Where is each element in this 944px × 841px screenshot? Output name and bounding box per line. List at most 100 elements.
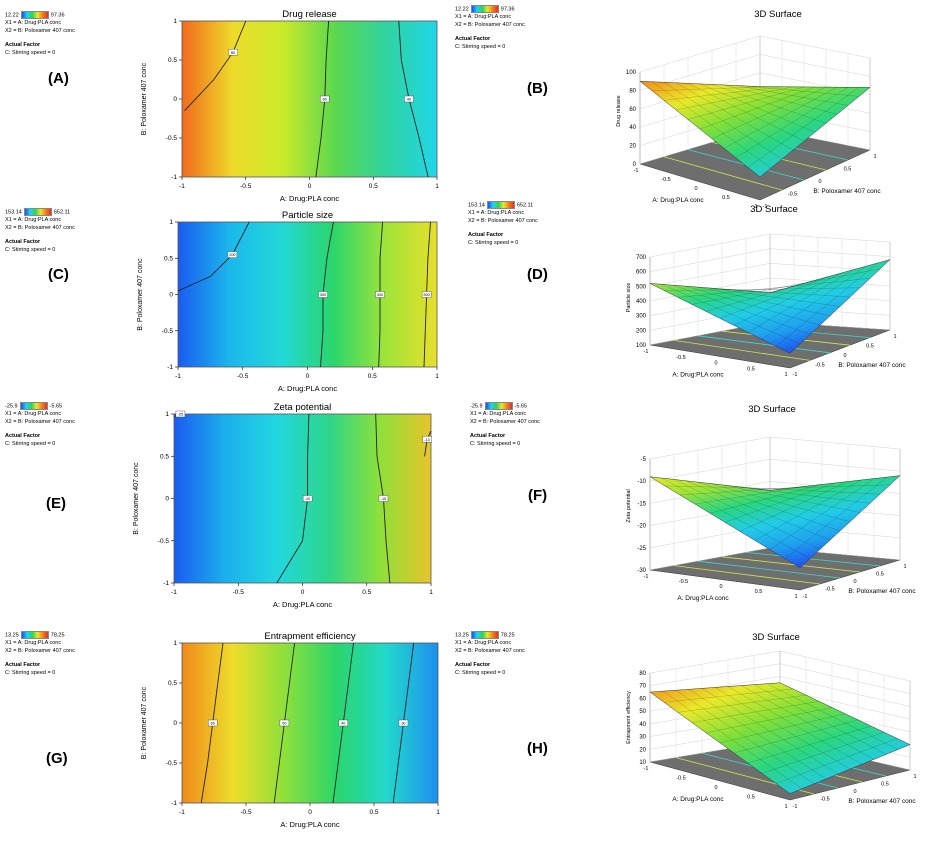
x-tick-label: 0 — [714, 361, 717, 367]
legend-a: 12.22 97.36 X1 = A: Drug:PLA conc X2 = B:… — [5, 11, 75, 57]
chart-title: 3D Surface — [752, 632, 800, 643]
x-tick-label: 1 — [784, 804, 787, 810]
surface-mesh — [663, 289, 783, 291]
surface-mesh — [745, 487, 881, 495]
surface-mesh — [701, 688, 839, 775]
panel-label-h: (H) — [527, 740, 548, 757]
legend-stirring: C: Stirring speed = 0 — [5, 441, 56, 448]
floor-contour — [673, 565, 821, 585]
x-tick-label: 0.5 — [368, 373, 377, 380]
surface-mesh — [685, 286, 821, 326]
legend-e: -25.9 -5.65 X1 = A: Drug:PLA conc X2 = B:… — [5, 402, 75, 448]
z-tick-label: 10 — [639, 760, 646, 766]
panel-label-d: (D) — [527, 266, 548, 283]
y-tick-label: -1 — [171, 800, 177, 807]
contour-label: 60 — [323, 98, 327, 102]
y-tick-label: 0.5 — [876, 572, 884, 578]
z-gridline — [639, 54, 871, 91]
legend-colorbar — [486, 201, 515, 209]
legend-min: 12.22 — [455, 6, 469, 13]
surface-mesh — [733, 719, 859, 754]
y-axis-label: B: Poloxamer 407 conc — [848, 588, 916, 595]
z-tick-label: 50 — [639, 709, 646, 715]
contour-label: 200 — [229, 253, 235, 257]
x-tick-label: -1 — [179, 183, 185, 190]
floor-contour — [697, 560, 841, 579]
surface-mesh — [747, 85, 860, 97]
legend-actual-factor: Actual Factor — [455, 36, 491, 43]
z-axis-label: Drug release — [616, 95, 622, 127]
legend-c: 153.14 652.11 X1 = A: Drug:PLA conc X2 = … — [5, 208, 75, 254]
x-axis-label: A: Drug:PLA conc — [652, 197, 704, 204]
y-tick-label: -1 — [167, 364, 173, 371]
contour-label-box — [421, 291, 432, 298]
legend-x1: X1 = A: Drug:PLA conc — [455, 640, 512, 647]
y-tick-label: -1 — [793, 372, 798, 378]
legend-actual-factor: Actual Factor — [5, 433, 41, 440]
z-gridline — [649, 663, 911, 694]
surface-mesh — [651, 81, 772, 169]
x-tick-label: -0.5 — [676, 776, 685, 782]
panel-label-c: (C) — [48, 266, 69, 283]
x-tick-label: 1 — [435, 183, 439, 190]
surface-mesh — [739, 481, 849, 532]
y-tick-label: 0 — [165, 496, 169, 503]
floor-contour — [745, 552, 881, 567]
y-tick-label: -0.5 — [166, 135, 178, 142]
surface-mesh — [651, 86, 772, 91]
surface-mesh — [709, 287, 841, 307]
x-tick-label: 1 — [784, 372, 787, 378]
y-tick-label: -0.5 — [158, 538, 170, 545]
legend-stirring: C: Stirring speed = 0 — [470, 441, 521, 448]
x-tick-label: -1 — [179, 809, 185, 816]
contour-label: 50 — [282, 722, 286, 726]
z-tick-label: 700 — [636, 255, 647, 261]
surface-mesh — [691, 282, 807, 305]
legend-colorbar — [23, 208, 52, 216]
contour-label-box — [175, 410, 186, 418]
legend-b: 12.22 97.36 X1 = A: Drug:PLA conc X2 = B:… — [455, 5, 525, 51]
x-tick-label: 0 — [301, 589, 305, 596]
surface-mesh — [711, 86, 827, 139]
x-tick-label: 0.5 — [747, 795, 755, 801]
surface-mesh — [697, 286, 831, 317]
legend-min: -25.9 — [5, 403, 18, 410]
x-tick-label: 0.5 — [755, 589, 763, 595]
panel-label-a: (A) — [48, 70, 69, 87]
z-tick-label: 20 — [639, 747, 646, 753]
contour-label-box — [228, 49, 238, 56]
y-tick-label: 0 — [818, 179, 821, 185]
legend-min: 153.14 — [5, 209, 22, 216]
chart-title: 3D Surface — [748, 404, 796, 415]
chart-title: 3D Surface — [754, 9, 802, 20]
y-tick-label: 1 — [173, 640, 177, 647]
y-tick-label: -0.5 — [815, 363, 824, 369]
contour-label-box — [302, 495, 313, 502]
surface-mesh — [733, 287, 861, 291]
x-tick-label: -0.5 — [679, 579, 688, 585]
legend-x2: X2 = B: Poloxamer 407 conc — [470, 419, 540, 426]
z-tick-label: 40 — [629, 125, 636, 131]
floor-contour — [721, 556, 861, 573]
z-tick-label: 40 — [639, 722, 646, 728]
z-tick-label: 70 — [639, 684, 646, 690]
legend-x1: X1 = A: Drug:PLA conc — [5, 640, 62, 647]
z-axis-label: Zeta potential — [626, 489, 632, 522]
legend-max: 652.11 — [53, 209, 71, 216]
x-tick-label: -1 — [644, 574, 649, 580]
legend-colorbar — [20, 11, 49, 19]
plot-area — [173, 413, 432, 584]
y-tick-label: 1 — [903, 564, 906, 570]
y-tick-label: 1 — [165, 411, 169, 418]
surface-mesh — [766, 683, 899, 750]
legend-max: 78.25 — [500, 632, 515, 639]
surface-mesh — [663, 86, 783, 101]
surface-mesh — [709, 484, 823, 514]
z-gridline — [649, 263, 891, 287]
response-surface — [639, 80, 871, 178]
contour-label: 400 — [377, 293, 383, 297]
contour-label-box — [404, 95, 414, 103]
surface-mesh — [747, 87, 860, 168]
y-tick-label: 1 — [873, 154, 876, 160]
